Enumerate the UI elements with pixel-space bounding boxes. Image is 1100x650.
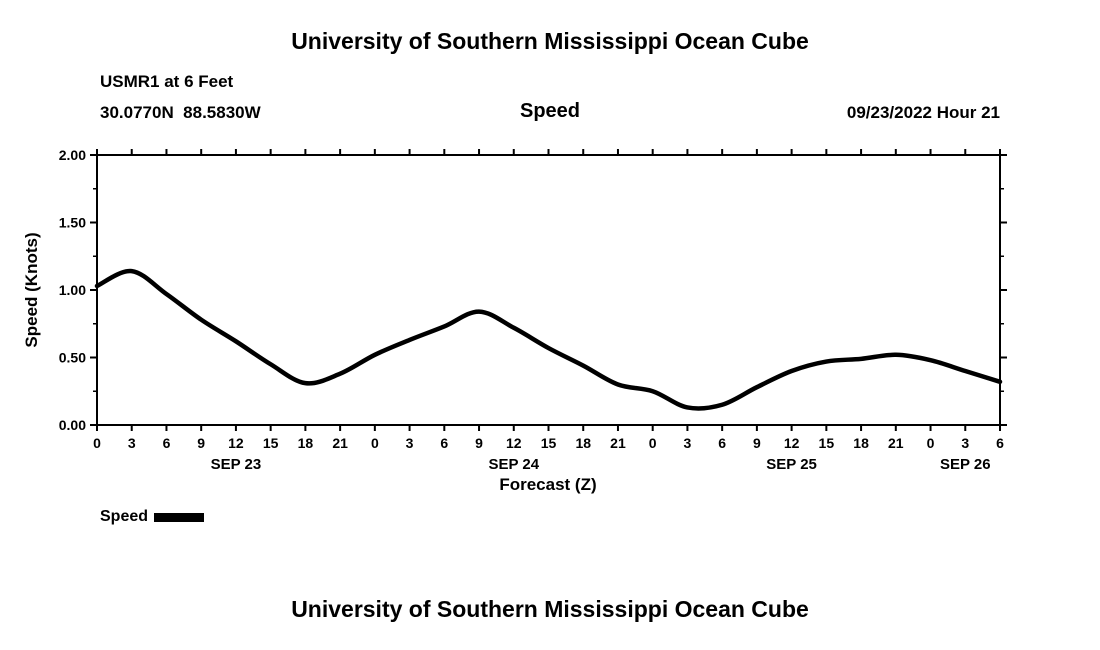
x-tick-label: 6: [440, 435, 448, 451]
page-title: University of Southern Mississippi Ocean…: [291, 28, 809, 54]
x-tick-label: 0: [371, 435, 379, 451]
x-tick-label: 3: [128, 435, 136, 451]
x-tick-label: 21: [332, 435, 348, 451]
x-tick-label: 9: [197, 435, 205, 451]
y-tick-label: 0.50: [59, 350, 86, 366]
x-tick-label: 15: [819, 435, 835, 451]
x-tick-label: 6: [718, 435, 726, 451]
plot-frame: [96, 154, 1001, 426]
day-label: SEP 25: [766, 456, 817, 473]
x-tick-label: 3: [406, 435, 414, 451]
y-tick-label: 1.00: [59, 282, 86, 298]
x-tick-label: 18: [298, 435, 314, 451]
x-tick-label: 9: [753, 435, 761, 451]
chart-plot-area: 0 3 6 9 12 15 18 21 0 3 6 9 12 15 18 21 0 3 6 9 12 15 18 21 0 3 6S…: [59, 147, 1007, 473]
datetime-label: 09/23/2022 Hour 21: [846, 103, 1000, 122]
x-tick-label: 3: [961, 435, 969, 451]
y-tick-label: 1.50: [59, 215, 86, 231]
x-tick-label: 18: [575, 435, 591, 451]
y-axis-label: Speed (Knots): [22, 232, 41, 347]
legend: Speed: [100, 508, 205, 526]
x-tick-label: 6: [163, 435, 171, 451]
x-tick-label: 9: [475, 435, 483, 451]
x-tick-label: 18: [853, 435, 869, 451]
x-tick-label: 6: [996, 435, 1004, 451]
x-tick-label: 0: [649, 435, 657, 451]
day-label: SEP 26: [940, 456, 991, 473]
y-tick-label: 2.00: [59, 147, 86, 163]
speed-chart: Speed (Knots) Forecast (Z) 0 3 6 9 12 15 18 21 0…: [22, 147, 1007, 494]
station-label: USMR1 at 6 Feet: [100, 72, 234, 91]
x-tick-label: 0: [927, 435, 935, 451]
footer-title: University of Southern Mississippi Ocean…: [291, 596, 809, 622]
x-tick-label: 15: [263, 435, 279, 451]
x-axis-label: Forecast (Z): [499, 475, 596, 494]
x-tick-label: 21: [888, 435, 904, 451]
day-label: SEP 24: [488, 456, 539, 473]
legend-label: Speed: [100, 508, 149, 525]
x-tick-label: 12: [228, 435, 244, 451]
speed-line: [94, 268, 1003, 411]
x-tick-label: 0: [93, 435, 101, 451]
x-tick-label: 21: [610, 435, 626, 451]
y-tick-label: 0.00: [59, 417, 86, 433]
day-label: SEP 23: [211, 456, 262, 473]
x-tick-label: 3: [684, 435, 692, 451]
chart-title: Speed: [519, 100, 581, 122]
x-tick-label: 12: [506, 435, 522, 451]
coordinates-label: 30.0770N 88.5830W: [100, 103, 261, 122]
legend-line-swatch: [154, 512, 205, 522]
x-tick-label: 15: [541, 435, 557, 451]
x-tick-label: 12: [784, 435, 800, 451]
